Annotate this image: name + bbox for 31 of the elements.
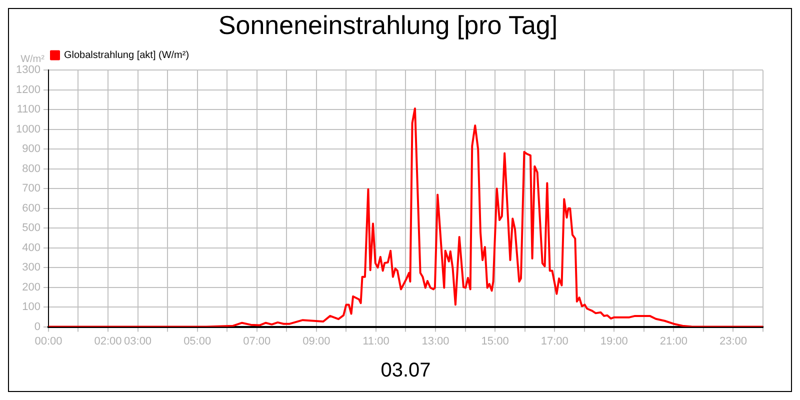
x-tick-label: 23:00 [719,335,747,348]
y-tick-label: 200 [22,281,40,294]
x-tick-label: 07:00 [243,335,271,348]
x-tick-label: 21:00 [660,335,688,348]
y-tick-label: 900 [22,143,40,156]
x-tick-label: 00:00 [34,335,62,348]
y-tick-label: 700 [22,182,40,195]
y-tick-label: 600 [22,202,40,214]
x-tick-label: 09:00 [302,335,330,348]
x-tick-label: 19:00 [600,335,628,348]
x-tick-label: 17:00 [540,335,568,348]
y-tick-label: 500 [22,222,40,234]
y-tick-label: 800 [22,162,40,175]
x-axis-title: 03.07 [380,360,431,382]
y-tick-label: 1100 [16,104,40,116]
y-tick-label: 1000 [16,123,40,136]
x-tick-label: 15:00 [481,335,509,348]
legend-label: Globalstrahlung [akt] (W/m²) [64,50,190,61]
x-tick-label: 11:00 [362,335,390,348]
x-tick-label: 03:00 [124,335,152,348]
y-tick-label: 0 [34,320,40,333]
y-axis-title: W/m² [20,54,46,65]
y-tick-label: 300 [22,262,40,274]
x-tick-label: 02:00 [94,335,122,348]
x-tick-label: 13:00 [422,335,450,348]
y-tick-label: 1200 [16,84,40,96]
chart-title: Sonneneinstrahlung [pro Tag] [218,10,558,40]
y-tick-label: 400 [22,242,40,254]
x-tick-label: 05:00 [184,335,212,348]
y-tick-label: 1300 [16,64,40,76]
y-tick-label: 100 [22,301,40,314]
